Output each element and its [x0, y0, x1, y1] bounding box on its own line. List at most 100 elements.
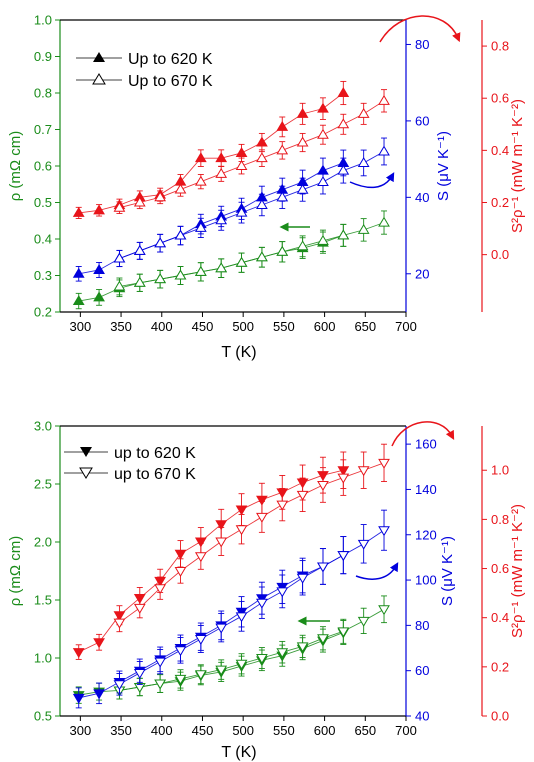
- top-rho-point: [174, 269, 187, 280]
- bottom-rho-point: [357, 616, 370, 627]
- top-pf-axis-label: S²ρ⁻¹ (mW m⁻¹ K⁻²): [509, 99, 526, 233]
- top-PF-point: [174, 183, 187, 194]
- top-PF-point: [133, 196, 146, 207]
- top-S-point: [357, 156, 370, 167]
- top-rho-point: [337, 229, 350, 240]
- bottom-PF-point: [72, 648, 85, 659]
- top-PF-point: [276, 120, 289, 131]
- top-seebeck-axis-arrow: [349, 172, 395, 189]
- top-rho-point: [357, 223, 370, 234]
- bottom-PF-point: [133, 603, 146, 614]
- bottom-PF-point: [337, 473, 350, 484]
- top-rho-tick-label: 0.8: [34, 86, 52, 101]
- top-x-tick-label: 700: [395, 319, 417, 334]
- top-PF-point: [357, 107, 370, 118]
- bottom-S-point: [256, 598, 268, 609]
- bottom-panel: 300 350 400 450 500 550 600 650 700 0.5 1.0 1.5 2.0 2…: [7, 419, 526, 762]
- top-S-point: [296, 183, 309, 194]
- bottom-S-point: [276, 587, 289, 598]
- top-rho-point: [154, 273, 167, 284]
- bottom-S-point: [337, 551, 350, 562]
- top-S-point: [235, 206, 248, 217]
- top-PF-point: [235, 160, 248, 170]
- bottom-rho-tick-label: 2.0: [34, 535, 52, 550]
- bottom-rho-tick-label: 0.5: [34, 709, 52, 724]
- top-x-tick-label: 350: [110, 319, 132, 334]
- bottom-PF-point: [174, 549, 187, 560]
- bottom-PF-point: [378, 458, 390, 469]
- bottom-S-point: [133, 668, 146, 679]
- top-PF-point: [337, 87, 350, 97]
- top-legend-filled-triangle-icon: [93, 52, 105, 62]
- top-rho-point: [378, 216, 390, 227]
- top-rho-point: [194, 265, 207, 276]
- top-x-tick-label: 650: [354, 319, 376, 334]
- bottom-seebeck-tick-label: 140: [415, 482, 437, 497]
- top-S-point: [133, 244, 146, 255]
- bottom-PF-point: [194, 537, 207, 548]
- top-rho-tick-label: 0.5: [34, 195, 52, 210]
- top-x-tick-label: 500: [232, 319, 254, 334]
- top-plot-data: [72, 80, 390, 310]
- bottom-x-tick-label: 600: [314, 723, 336, 738]
- top-rho-point: [93, 291, 105, 302]
- top-PF-point: [276, 144, 289, 155]
- top-S-point: [337, 164, 350, 175]
- top-rho-tick-label: 0.4: [34, 232, 52, 247]
- top-seebeck-tick-label: 40: [415, 190, 429, 205]
- top-rho-tick-label: 0.7: [34, 122, 52, 137]
- bottom-pf-tick-label: 0.8: [491, 512, 509, 527]
- bottom-rho-point: [215, 665, 228, 676]
- bottom-rho-point: [337, 627, 350, 638]
- top-x-tick-label: 300: [70, 319, 92, 334]
- bottom-PF-point: [215, 537, 228, 548]
- bottom-S-point: [235, 612, 248, 623]
- bottom-rho-point: [154, 679, 167, 690]
- bottom-seebeck-tick-label: 80: [415, 618, 429, 633]
- top-PF-point: [256, 152, 268, 163]
- bottom-pf-tick-label: 0.6: [491, 561, 509, 576]
- bottom-rho-tick-label: 1.5: [34, 593, 52, 608]
- top-x-axis-label: T (K): [221, 344, 256, 361]
- bottom-PF-open-line: [119, 462, 385, 623]
- top-rho-point: [235, 256, 248, 267]
- top-x-tick-label: 600: [314, 319, 336, 334]
- top-pf-tick-label: 0.2: [491, 195, 509, 210]
- bottom-plot-data: [72, 443, 390, 709]
- top-PF-point: [235, 146, 248, 157]
- bottom-x-tick-label: 650: [354, 723, 376, 738]
- top-rho-point: [133, 276, 146, 287]
- top-legend-entry-1: Up to 620 K: [128, 51, 213, 68]
- top-PF-point: [215, 167, 228, 178]
- bottom-PF-point: [215, 520, 228, 531]
- bottom-PF-point: [296, 490, 309, 501]
- top-plot-frame: [60, 20, 406, 312]
- top-rho-point: [296, 240, 309, 251]
- bottom-S-point: [194, 634, 207, 645]
- top-PF-point: [194, 175, 207, 186]
- top-PF-point: [378, 94, 390, 105]
- bottom-rho-axis-label: ρ (mΩ cm): [7, 536, 24, 607]
- top-PF-point: [215, 152, 228, 163]
- bottom-x-axis-label: T (K): [221, 744, 256, 761]
- top-rho-point: [215, 262, 228, 273]
- bottom-rho-tick-label: 3.0: [34, 419, 52, 434]
- bottom-rho-point: [194, 670, 207, 681]
- bottom-rho-point: [378, 605, 390, 616]
- bottom-PF-point: [256, 512, 268, 523]
- top-legend-entry-2: Up to 670 K: [128, 73, 213, 90]
- bottom-S-point: [72, 693, 85, 704]
- top-rho-tick-label: 0.9: [34, 49, 52, 64]
- top-PF-point: [256, 136, 268, 147]
- bottom-S-point: [174, 646, 187, 657]
- bottom-x-tick-label: 400: [151, 723, 173, 738]
- top-legend-open-triangle-icon: [92, 73, 106, 85]
- bottom-legend: up to 620 K up to 670 K: [64, 445, 196, 483]
- top-x-tick-label: 450: [192, 319, 214, 334]
- bottom-rho-tick-label: 1.0: [34, 651, 52, 666]
- bottom-PF-point: [154, 584, 167, 595]
- top-seebeck-tick-label: 60: [415, 113, 429, 128]
- bottom-legend-filled-triangle-icon: [80, 447, 92, 457]
- top-PF-point: [317, 102, 329, 113]
- top-rho-tick-label: 0.6: [34, 159, 52, 174]
